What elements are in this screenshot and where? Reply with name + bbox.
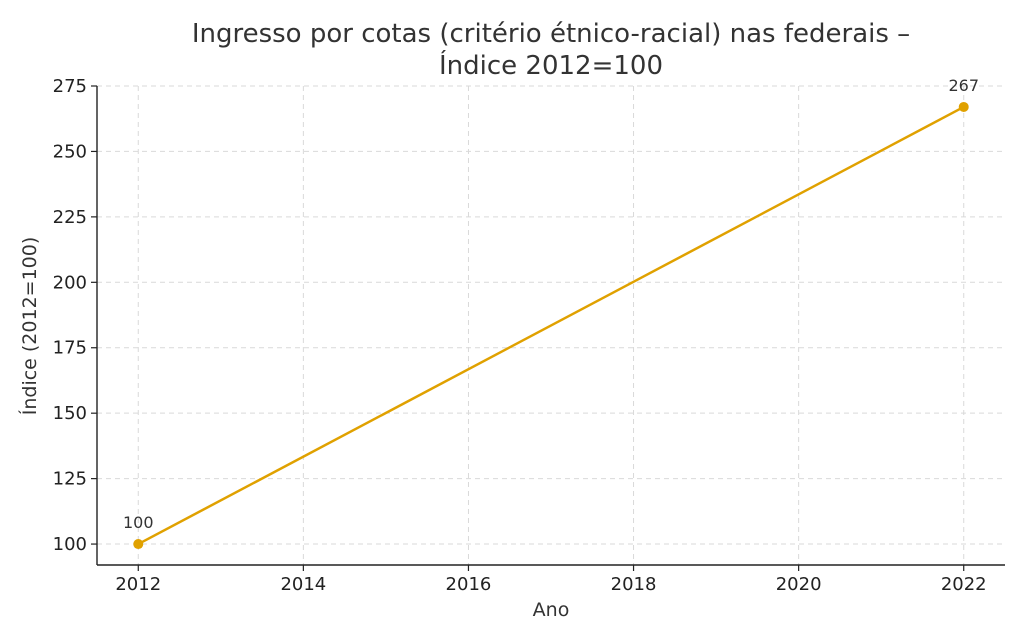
y-tick-label-125: 125 <box>53 469 87 490</box>
x-axis-label: Ano <box>533 599 570 621</box>
y-tick-label-150: 150 <box>53 403 87 424</box>
x-tick-label-2018: 2018 <box>611 574 657 595</box>
series: 100 267 <box>123 76 979 550</box>
data-point-2022 <box>958 101 969 112</box>
tick-labels: 2012 2014 2016 2018 2020 2022 100 125 150 175 200 2… <box>53 76 987 595</box>
y-tick-label-275: 275 <box>53 76 87 97</box>
y-tick-label-225: 225 <box>53 207 87 228</box>
series-line-0 <box>137 105 965 546</box>
y-tick-label-250: 250 <box>53 141 87 162</box>
data-label-2012: 100 <box>123 513 154 532</box>
x-tick-label-2014: 2014 <box>280 574 326 595</box>
x-tick-label-2022: 2022 <box>941 574 987 595</box>
y-tick-label-200: 200 <box>53 272 87 293</box>
chart-subtitle: Índice 2012=100 <box>439 49 663 81</box>
chart-title: Ingresso por cotas (critério étnico-raci… <box>192 19 910 49</box>
y-tick-label-175: 175 <box>53 338 87 359</box>
x-tick-label-2012: 2012 <box>115 574 161 595</box>
x-tick-label-2016: 2016 <box>446 574 492 595</box>
grid <box>97 85 1005 565</box>
y-axis-label: Índice (2012=100) <box>18 237 41 416</box>
y-tick-label-100: 100 <box>53 534 87 555</box>
axes <box>91 85 1005 571</box>
data-label-2022: 267 <box>948 76 979 95</box>
x-tick-label-2020: 2020 <box>776 574 822 595</box>
data-point-2012 <box>133 539 144 550</box>
